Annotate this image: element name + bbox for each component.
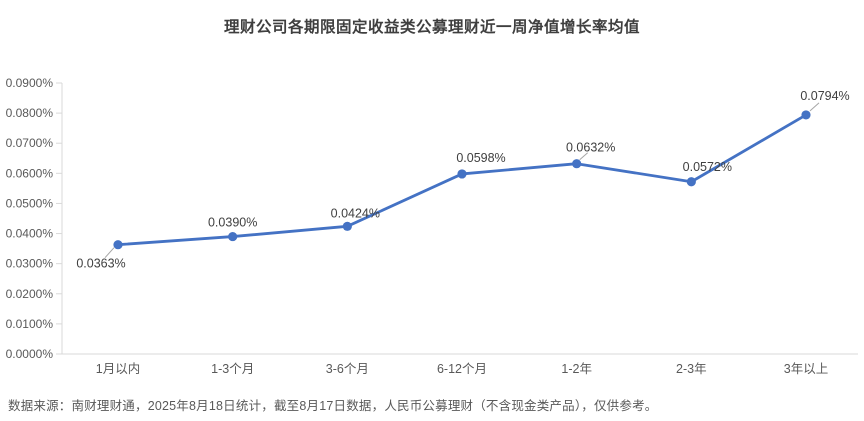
y-tick-label: 0.0100% (6, 317, 54, 331)
data-point (457, 169, 467, 179)
data-point (342, 221, 352, 231)
x-category-label: 6-12个月 (437, 362, 487, 376)
x-category-label: 1-3个月 (211, 362, 254, 376)
data-point (113, 240, 123, 250)
data-label-leader (104, 247, 115, 259)
data-label: 0.0390% (208, 216, 257, 230)
data-label: 0.0632% (566, 141, 615, 155)
data-point (686, 177, 696, 187)
y-tick-label: 0.0900% (6, 76, 54, 90)
y-tick-label: 0.0300% (6, 257, 54, 271)
data-point (572, 159, 582, 169)
data-label: 0.0572% (683, 160, 732, 174)
data-label: 0.0598% (456, 151, 505, 165)
y-tick-label: 0.0800% (6, 106, 54, 120)
x-category-label: 1-2年 (561, 362, 592, 376)
chart-title: 理财公司各期限固定收益类公募理财近一周净值增长率均值 (223, 19, 640, 36)
x-category-label: 1月以内 (96, 362, 140, 376)
y-tick-label: 0.0000% (6, 347, 54, 361)
data-point (801, 110, 811, 120)
x-category-label: 3年以上 (784, 362, 828, 376)
data-source-note: 数据来源：南财理财通，2025年8月18日统计，截至8月17日数据，人民币公募理… (8, 399, 658, 413)
data-point (228, 231, 238, 242)
data-label: 0.0794% (800, 89, 849, 103)
y-tick-label: 0.0700% (6, 136, 54, 150)
y-tick-label: 0.0400% (6, 227, 54, 241)
data-label: 0.0424% (331, 206, 380, 220)
y-tick-label: 0.0200% (6, 287, 54, 301)
data-label-leader (809, 102, 820, 112)
data-label: 0.0363% (76, 257, 125, 271)
y-tick-label: 0.0600% (6, 166, 54, 180)
data-label-leader (579, 152, 588, 161)
x-category-label: 3-6个月 (326, 362, 369, 376)
x-category-label: 2-3年 (676, 362, 707, 376)
y-tick-label: 0.0500% (6, 196, 54, 210)
